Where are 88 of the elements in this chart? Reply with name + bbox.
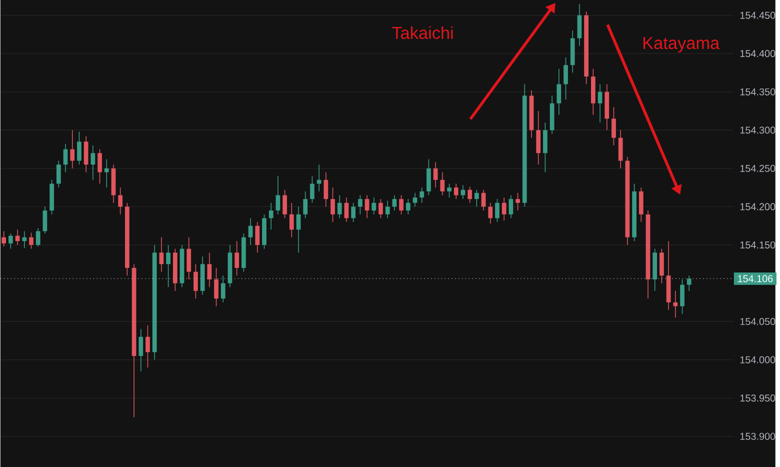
- candlestick: [358, 194, 362, 215]
- candlestick: [686, 275, 692, 292]
- candlestick: [454, 183, 458, 200]
- y-tick-label: 154.050: [740, 318, 776, 326]
- candlestick: [447, 183, 452, 198]
- candlestick: [673, 290, 678, 318]
- candlestick: [2, 230, 6, 247]
- annotation: Takaichi: [392, 26, 453, 40]
- candlestick: [399, 194, 404, 215]
- candlestick: [268, 202, 274, 230]
- y-tick-label: 154.450: [740, 12, 776, 19]
- candlestick: [612, 106, 616, 146]
- candlestick: [508, 194, 514, 219]
- candlestick: [22, 230, 27, 248]
- candlestick: [516, 192, 520, 211]
- candlestick: [488, 202, 493, 224]
- candlestick: [255, 222, 260, 254]
- candlestick: [118, 187, 123, 215]
- y-tick-label: 154.350: [740, 88, 776, 96]
- candlestick: [468, 186, 472, 204]
- candlestick: [412, 192, 418, 208]
- candlestick: [433, 162, 438, 188]
- candlestick: [98, 148, 102, 184]
- candlestick: [56, 160, 61, 188]
- candlestick: [536, 110, 541, 165]
- candlestick: [543, 122, 548, 173]
- candlestick: [63, 144, 68, 173]
- y-tick-label: 154.400: [740, 50, 776, 58]
- candlestick: [372, 197, 376, 215]
- candlestick: [146, 324, 150, 368]
- y-tick-label: 153.900: [740, 432, 776, 440]
- candlestick: [220, 275, 226, 303]
- annotation: Katayama: [644, 37, 720, 53]
- candlestick: [324, 172, 328, 208]
- candlestick: [474, 189, 479, 208]
- candlestick: [660, 248, 664, 284]
- candlestick: [276, 176, 280, 215]
- candlestick: [70, 130, 75, 169]
- candlestick: [618, 130, 623, 169]
- candlestick: [194, 264, 198, 299]
- candlestick: [90, 145, 96, 180]
- candlestick: [337, 194, 342, 219]
- candlestick: [495, 198, 500, 222]
- candlestick: [598, 84, 602, 123]
- candlestick: [310, 176, 314, 204]
- candlestick: [104, 158, 109, 188]
- candlestick: [385, 200, 390, 219]
- candlestick: [502, 197, 506, 221]
- candlestick: [248, 218, 253, 246]
- candlestick: [29, 232, 34, 250]
- y-tick-label: 154.300: [740, 126, 776, 134]
- candlestick: [166, 244, 170, 288]
- candlestick: [577, 3, 582, 46]
- candlestick: [680, 279, 684, 314]
- candlestick: [42, 206, 48, 234]
- candlestick: [234, 240, 240, 276]
- candlestick: [556, 68, 562, 116]
- candlestick: [138, 328, 144, 372]
- candlestick: [330, 187, 335, 222]
- candlestick: [638, 187, 644, 222]
- y-tick-label: 154.000: [740, 356, 776, 364]
- candlestick: [426, 158, 431, 196]
- candlestick: [282, 189, 287, 219]
- candlestick: [420, 187, 424, 204]
- y-tick-label: 153.950: [740, 394, 776, 402]
- ref-line-label: 154.106: [738, 275, 773, 282]
- candlestick: [303, 190, 308, 219]
- candlestick: [186, 236, 192, 280]
- y-tick-label: 154.150: [740, 241, 776, 248]
- candlestick: [344, 197, 349, 222]
- candlestick: [440, 172, 445, 196]
- candlestick: [207, 252, 212, 288]
- candlestick: [564, 57, 568, 100]
- y-tick-label: 154.250: [740, 164, 776, 172]
- candlestick: [351, 202, 356, 222]
- candlestick: [36, 228, 40, 247]
- candlestick: [392, 194, 397, 211]
- candlestick: [289, 202, 294, 238]
- candlestick: [77, 131, 82, 165]
- candlestick: [84, 136, 88, 173]
- candlestick: [316, 164, 322, 192]
- candlestick: [406, 198, 410, 215]
- candlestick: [214, 268, 218, 307]
- candlestick: [364, 194, 370, 219]
- candlestick: [378, 198, 383, 219]
- candlestick: [159, 236, 164, 272]
- y-tick-label: 154.200: [740, 203, 776, 210]
- candlestick: [8, 233, 13, 250]
